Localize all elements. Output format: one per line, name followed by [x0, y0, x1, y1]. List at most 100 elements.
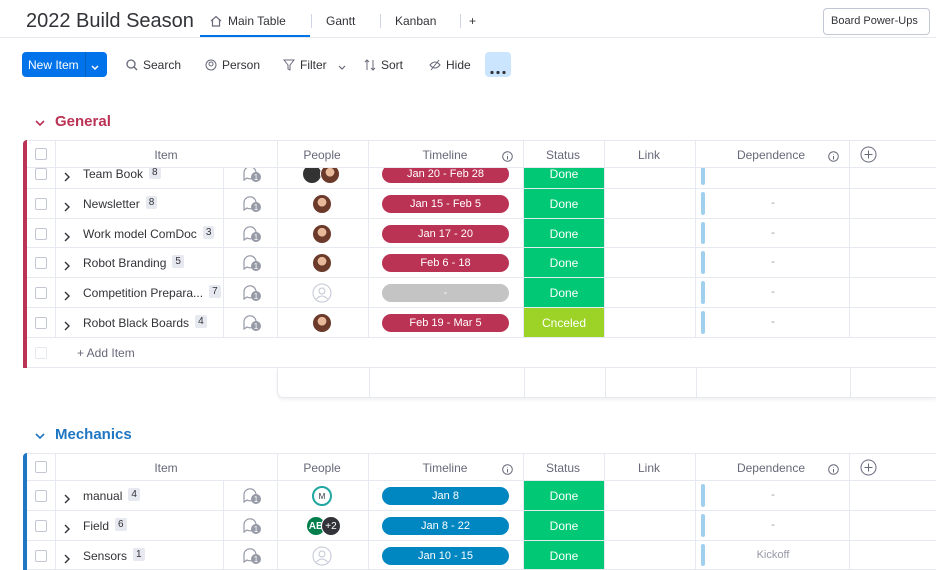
avatar-initials: AB: [308, 520, 324, 532]
row-checkbox[interactable]: [35, 197, 47, 210]
expand-chevron[interactable]: [63, 551, 71, 564]
cell-border: [55, 168, 56, 188]
avatar-initials: M: [318, 492, 326, 501]
toolbar-action[interactable]: Filter: [300, 58, 327, 72]
status-cell[interactable]: Done: [524, 540, 604, 570]
header-border: [368, 454, 369, 480]
row-checkbox[interactable]: [35, 257, 47, 270]
timeline-text: Feb 19 - Mar 5: [409, 317, 482, 329]
updates-icon[interactable]: 1: [241, 225, 263, 243]
updates-icon[interactable]: 1: [241, 254, 263, 272]
item-name[interactable]: Work model ComDoc: [83, 226, 197, 241]
updates-icon[interactable]: 1: [241, 517, 263, 535]
tab[interactable]: +: [469, 14, 477, 28]
expand-chevron[interactable]: [63, 491, 71, 504]
timeline-pill[interactable]: Jan 15 - Feb 5: [382, 194, 509, 213]
add-item-label[interactable]: + Add Item: [77, 345, 135, 360]
item-name[interactable]: Team Book: [83, 168, 144, 181]
expand-chevron[interactable]: [63, 258, 71, 271]
add-column[interactable]: [860, 459, 877, 476]
expand-chevron[interactable]: [63, 169, 71, 182]
item-name[interactable]: Competition Prepara...: [83, 286, 204, 301]
group-chevron[interactable]: [34, 429, 46, 441]
status-cell[interactable]: Done: [524, 510, 604, 540]
timeline-pill[interactable]: Jan 17 - 20: [382, 224, 509, 243]
toolbar-action[interactable]: Person: [222, 58, 261, 72]
item-name[interactable]: Sensors: [83, 548, 128, 563]
timeline-pill[interactable]: Jan 20 - Feb 28: [382, 168, 509, 183]
expand-chevron[interactable]: [63, 229, 71, 242]
tab[interactable]: Kanban: [395, 14, 437, 28]
expand-chevron[interactable]: [63, 318, 71, 331]
row-checkbox[interactable]: [35, 227, 47, 240]
avatar[interactable]: [312, 223, 332, 244]
updates-icon[interactable]: 1: [241, 168, 263, 183]
avatar[interactable]: [312, 313, 332, 333]
avatar[interactable]: [302, 168, 322, 184]
updates-icon[interactable]: 1: [241, 284, 263, 302]
updates-icon[interactable]: 1: [241, 195, 263, 213]
cell-border: [368, 188, 369, 218]
item-name[interactable]: Newsletter: [83, 196, 140, 211]
add-checkbox: [35, 346, 47, 359]
status-cell[interactable]: Done: [524, 248, 604, 278]
row-checkbox[interactable]: [35, 519, 47, 532]
avatar[interactable]: +2: [321, 515, 341, 536]
row-checkbox[interactable]: [35, 549, 47, 562]
row-checkbox[interactable]: [35, 317, 47, 329]
expand-chevron[interactable]: [63, 199, 71, 212]
new-item-button[interactable]: New Item: [22, 52, 107, 77]
toolbar-action[interactable]: Sort: [381, 58, 404, 72]
more-button[interactable]: [485, 52, 511, 77]
status-cell[interactable]: Cnceled: [524, 308, 604, 337]
summary-border: [369, 367, 370, 397]
item-name[interactable]: manual: [83, 489, 123, 503]
row-checkbox[interactable]: [35, 168, 47, 180]
timeline-text: Jan 10 - 15: [417, 549, 474, 562]
group-color-bar: [23, 453, 27, 570]
status-cell[interactable]: Done: [524, 481, 604, 510]
powerups-button[interactable]: Board Power-Ups: [823, 8, 930, 35]
cell-border: [55, 481, 56, 510]
tab[interactable]: Main Table: [228, 14, 286, 28]
cell-border: [849, 510, 850, 540]
timeline-pill[interactable]: Jan 8 - 22: [382, 516, 509, 535]
updates-icon[interactable]: 1: [241, 547, 263, 565]
header-checkbox[interactable]: [35, 148, 47, 160]
header-checkbox[interactable]: [35, 461, 47, 473]
timeline-pill[interactable]: Feb 19 - Mar 5: [382, 314, 509, 332]
avatar[interactable]: [312, 253, 332, 274]
updates-icon[interactable]: 1: [241, 487, 263, 505]
avatar[interactable]: M: [312, 486, 332, 506]
toolbar-action[interactable]: Search: [143, 58, 182, 72]
tab[interactable]: Gantt: [326, 14, 356, 28]
avatar[interactable]: [320, 168, 340, 184]
status-cell[interactable]: Done: [524, 168, 604, 188]
expand-chevron[interactable]: [63, 521, 71, 534]
row-checkbox[interactable]: [35, 287, 47, 300]
add-column[interactable]: [860, 146, 877, 163]
expand-chevron[interactable]: [63, 288, 71, 301]
item-name[interactable]: Robot Black Boards: [83, 316, 190, 330]
toolbar-action[interactable]: Hide: [446, 58, 471, 72]
cell-border: [277, 308, 278, 337]
avatar[interactable]: [312, 193, 332, 214]
group-chevron[interactable]: [34, 116, 46, 128]
status-cell[interactable]: Done: [524, 188, 604, 218]
timeline-pill[interactable]: Jan 10 - 15: [382, 546, 509, 565]
row-checkbox[interactable]: [35, 490, 47, 502]
toolbar-icon: [282, 58, 296, 71]
status-cell[interactable]: Done: [524, 218, 604, 248]
header-border: [695, 454, 696, 480]
item-name[interactable]: Robot Branding: [83, 256, 167, 271]
item-name[interactable]: Field: [83, 518, 110, 533]
status-cell[interactable]: Done: [524, 278, 604, 307]
status-text: Done: [549, 548, 579, 563]
add-item-row[interactable]: + Add Item: [23, 338, 936, 368]
cell-border: [695, 278, 696, 307]
timeline-pill[interactable]: -: [382, 284, 509, 303]
timeline-pill[interactable]: Feb 6 - 18: [382, 254, 509, 273]
timeline-pill[interactable]: Jan 8: [382, 487, 509, 505]
cell-border: [223, 168, 224, 188]
updates-icon[interactable]: 1: [241, 314, 263, 332]
